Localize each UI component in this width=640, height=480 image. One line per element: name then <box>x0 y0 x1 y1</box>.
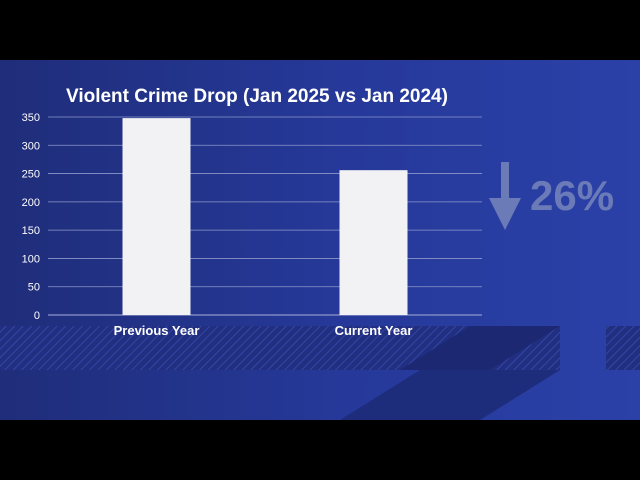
x-axis-labels: Previous Year Current Year <box>114 323 413 338</box>
y-tick-label: 150 <box>22 225 40 237</box>
x-category-label: Previous Year <box>114 323 200 338</box>
y-tick-label: 100 <box>22 253 40 265</box>
y-tick-label: 200 <box>22 197 40 209</box>
y-tick-label: 350 <box>22 112 40 124</box>
grid-lines <box>48 116 482 316</box>
y-tick-label: 50 <box>28 282 40 294</box>
x-category-label: Current Year <box>335 323 413 338</box>
y-tick-label: 250 <box>22 169 40 181</box>
percent-change: 26% <box>486 160 636 230</box>
stripe-band <box>0 326 640 420</box>
percent-value: 26% <box>530 172 615 219</box>
down-arrow-icon <box>489 162 521 230</box>
y-tick-label: 0 <box>34 310 40 322</box>
news-graphic: Violent Crime Drop (Jan 2025 vs Jan 2024… <box>0 60 640 420</box>
chart-title: Violent Crime Drop (Jan 2025 vs Jan 2024… <box>66 86 448 107</box>
y-tick-label: 300 <box>22 140 40 152</box>
y-axis-ticks: 0 50 100 150 200 250 300 350 <box>22 112 40 322</box>
bar-previous-year <box>122 118 191 315</box>
bar-current-year <box>339 170 408 315</box>
bars <box>122 118 408 315</box>
bar-chart: 0 50 100 150 200 250 300 350 Previous Year Curre… <box>0 112 640 420</box>
